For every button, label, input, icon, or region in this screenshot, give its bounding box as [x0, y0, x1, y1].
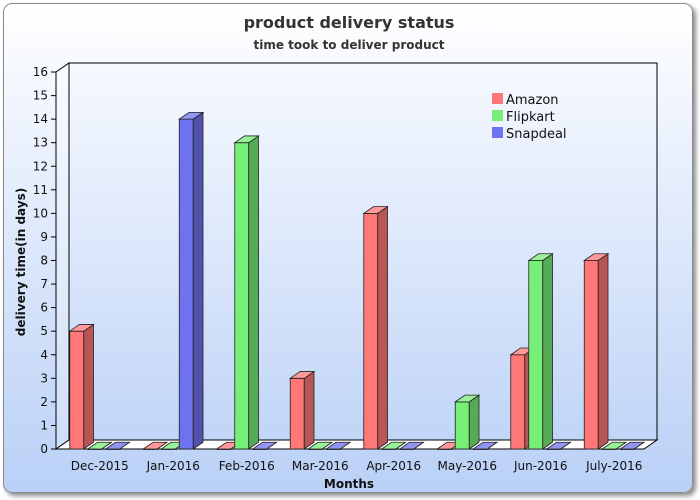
bar-front-face: [69, 330, 85, 450]
bar-snapdeal-feb-2016: [251, 441, 278, 450]
bar-snapdeal-may-2016: [471, 441, 499, 450]
bar-front-face: [234, 142, 250, 450]
x-tick-label: Jan-2016: [146, 459, 200, 473]
bar-amazon-july-2016: [582, 252, 610, 450]
bar-snapdeal-jan-2016: [177, 111, 205, 450]
bar-flipkart-may-2016: [453, 394, 481, 450]
x-tick-label: Dec-2015: [71, 459, 129, 473]
bar-top-face: [527, 253, 554, 261]
bar-flipkart-jun-2016: [527, 252, 554, 450]
bar-snapdeal-jun-2016: [545, 441, 572, 450]
bar-flipkart-apr-2016: [380, 441, 407, 450]
bar-chart: product delivery status time took to del…: [14, 13, 659, 491]
y-tick-label: 11: [33, 183, 48, 197]
legend-item-amazon: Amazon: [492, 93, 559, 108]
x-tick-label: May-2016: [438, 459, 497, 473]
bar-side-face: [468, 394, 480, 450]
bar-snapdeal-apr-2016: [398, 441, 425, 450]
bar-side-face: [192, 111, 204, 450]
legend-label: Snapdeal: [506, 127, 567, 142]
bar-front-face: [583, 260, 599, 450]
legend-swatch: [492, 110, 503, 121]
bar-front-face: [289, 377, 305, 450]
bar-flipkart-dec-2015: [86, 441, 113, 450]
x-tick-label: Feb-2016: [219, 459, 275, 473]
x-axis-title: Months: [324, 477, 374, 491]
legend-label: Amazon: [506, 93, 559, 108]
y-tick-label: 12: [33, 159, 48, 173]
bar-snapdeal-mar-2016: [324, 441, 352, 450]
bar-top-face: [380, 441, 407, 450]
chart-frame: product delivery status time took to del…: [3, 3, 693, 493]
bar-flipkart-july-2016: [600, 441, 628, 450]
y-tick-label: 0: [40, 442, 48, 456]
chart-subtitle: time took to deliver product: [254, 38, 445, 52]
bar-top-face: [288, 371, 316, 379]
chart-title: product delivery status: [244, 13, 455, 32]
bar-side-face: [597, 252, 609, 450]
y-tick-label: 4: [40, 348, 48, 362]
y-tick-label: 2: [40, 395, 48, 409]
y-tick-label: 15: [33, 89, 48, 103]
bar-amazon-dec-2015: [68, 323, 95, 450]
legend-item-flipkart: Flipkart: [492, 110, 555, 125]
bar-front-face: [363, 212, 379, 450]
bar-front-face: [454, 401, 470, 450]
bar-front-face: [528, 260, 544, 450]
y-tick-label: 5: [40, 324, 48, 338]
x-tick-label: Mar-2016: [292, 459, 349, 473]
bar-side-face: [248, 135, 259, 450]
legend-swatch: [492, 127, 503, 138]
bar-front-face: [178, 118, 194, 450]
y-tick-label: 8: [40, 254, 48, 268]
bar-top-face: [618, 441, 646, 450]
bar-top-face: [600, 441, 628, 450]
y-tick-label: 1: [40, 418, 48, 432]
bar-top-face: [582, 253, 610, 261]
plot-back-wall: [68, 62, 658, 441]
bar-top-face: [86, 441, 113, 450]
bar-top-face: [398, 441, 425, 450]
y-axis-title: delivery time(in days): [14, 188, 28, 336]
x-tick-label: Apr-2016: [366, 459, 421, 473]
bar-snapdeal-july-2016: [618, 441, 646, 450]
bar-top-face: [68, 324, 95, 332]
bar-top-face: [104, 441, 131, 450]
plot-side-wall: [55, 62, 70, 450]
legend-label: Flipkart: [506, 110, 555, 125]
bar-front-face: [510, 354, 526, 450]
bar-flipkart-feb-2016: [233, 135, 260, 450]
bar-top-face: [453, 394, 481, 403]
bar-flipkart-mar-2016: [306, 441, 334, 450]
y-tick-label: 10: [33, 206, 48, 220]
bar-top-face: [545, 441, 572, 450]
y-tick-label: 9: [40, 230, 48, 244]
bar-side-face: [303, 370, 315, 450]
bar-top-face: [141, 441, 169, 450]
bar-side-face: [377, 205, 388, 450]
y-tick-label: 13: [33, 136, 48, 150]
y-tick-label: 6: [40, 301, 48, 315]
bar-top-face: [306, 441, 334, 450]
legend-item-snapdeal: Snapdeal: [492, 127, 567, 142]
x-tick-label: July-2016: [585, 459, 642, 473]
bar-amazon-jan-2016: [141, 441, 169, 450]
y-tick-label: 3: [40, 371, 48, 385]
bar-top-face: [324, 441, 352, 450]
bar-top-face: [471, 441, 499, 450]
bar-top-face: [233, 135, 260, 144]
y-tick-label: 14: [33, 112, 48, 126]
bar-amazon-apr-2016: [362, 205, 389, 450]
y-tick-label: 16: [33, 65, 48, 79]
bar-top-face: [251, 441, 278, 450]
bar-top-face: [362, 206, 389, 214]
legend-swatch: [492, 93, 503, 104]
bar-top-face: [177, 111, 205, 120]
x-tick-label: Jun-2016: [513, 459, 568, 473]
bar-side-face: [83, 323, 94, 450]
y-tick-label: 7: [40, 277, 48, 291]
bar-amazon-mar-2016: [288, 370, 316, 450]
bar-snapdeal-dec-2015: [104, 441, 131, 450]
bar-side-face: [542, 252, 553, 450]
